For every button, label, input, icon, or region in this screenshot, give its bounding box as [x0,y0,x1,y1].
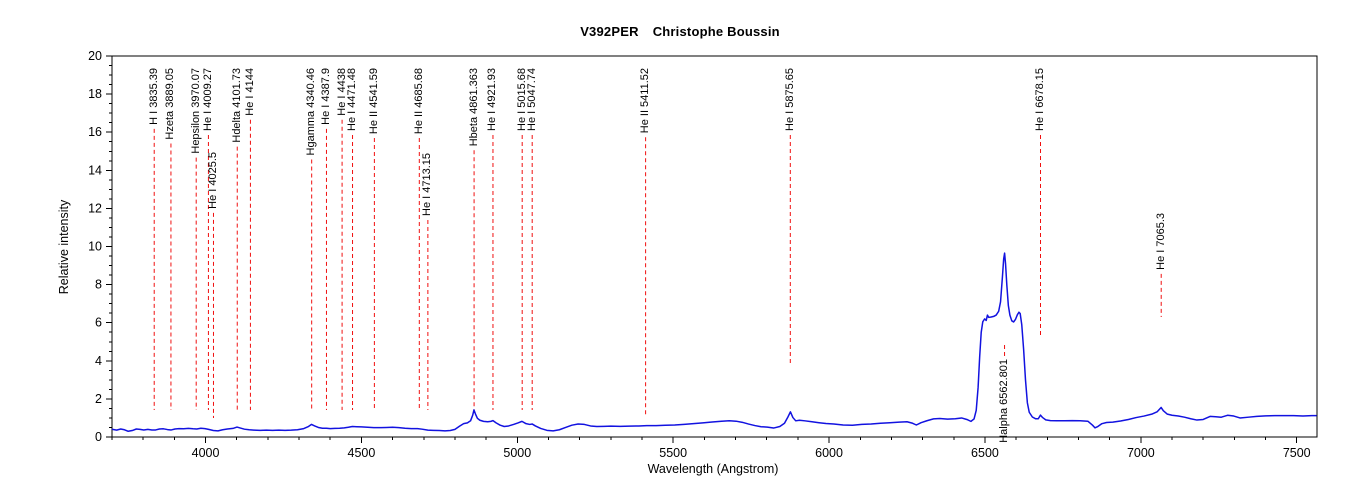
y-tick-label: 14 [88,163,102,177]
spectral-line-label: Halpha 6562.801 [998,359,1011,443]
x-tick-label: 4500 [348,446,376,460]
spectral-line-label: Hdelta 4101.73 [230,68,243,143]
spectral-line-label: He I 4713.15 [421,153,434,216]
x-tick-label: 7000 [1127,446,1155,460]
chart-title: V392PER Christophe Boussin [0,24,1360,39]
x-tick-label: 4000 [192,446,220,460]
y-tick-label: 6 [95,316,102,330]
spectral-line-label: He I 4025.5 [206,152,219,209]
spectral-line-label: He I 7065.3 [1154,213,1167,270]
spectral-line-label: He I 5875.65 [783,68,796,131]
y-tick-label: 18 [88,87,102,101]
y-tick-label: 20 [88,49,102,63]
spectrum-trace [111,252,1317,433]
x-tick-label: 7500 [1283,446,1311,460]
spectral-line-label: He II 4685.68 [412,68,425,135]
x-axis-title: Wavelength (Angstrom) [647,462,779,476]
spectral-line-label: He I 4471.48 [346,68,359,131]
spectral-line-label: He I 6678.15 [1034,68,1046,131]
y-tick-label: 10 [88,240,102,254]
spectral-line-label: Hgamma 4340.46 [305,68,318,156]
y-tick-label: 16 [88,125,102,139]
plot-border [111,55,1318,438]
spectral-line-label: He I 4144 [243,68,256,116]
x-tick-label: 5500 [659,446,687,460]
y-tick-label: 2 [95,392,102,406]
spectral-line-label: He I 4921.93 [486,68,499,131]
spectral-line-label: Hbeta 4861.363 [467,68,480,147]
x-tick-label: 6500 [971,446,999,460]
spectral-line-label: He I 5047.74 [525,68,538,131]
x-tick-label: 6000 [815,446,843,460]
spectral-line-label: Hzeta 3889.05 [164,68,177,140]
spectral-line-label: Hepsilon 3970.07 [189,68,202,154]
y-tick-label: 4 [95,354,102,368]
x-tick-label: 5000 [503,446,531,460]
spectral-line-label: He I 4009.27 [201,68,214,131]
chart-title-author: Christophe Boussin [652,24,780,39]
y-tick-label: 12 [88,201,102,215]
spectral-line-label: He II 5411.52 [639,68,652,134]
chart-title-object: V392PER [580,24,639,39]
spectral-line-label: He II 4541.59 [367,68,380,135]
spectral-line-label: He I 4387.9 [319,68,332,125]
y-tick-label: 0 [95,430,102,444]
y-tick-label: 8 [95,278,102,292]
spectral-line-label: H I 3835.39 [147,68,160,125]
